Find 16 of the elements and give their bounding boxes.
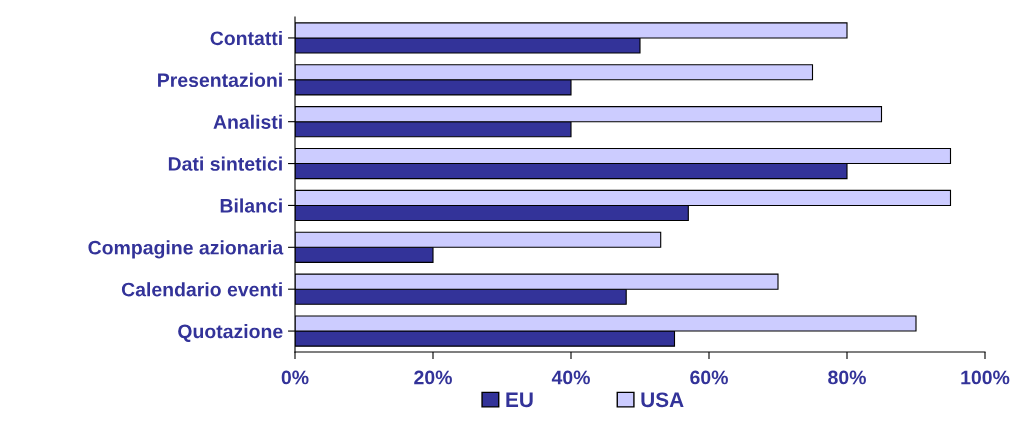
y-tick-label: Analisti (213, 114, 282, 129)
y-tick-label: Dati sintetici (168, 156, 282, 171)
y-tick-label: Calendario eventi (121, 282, 282, 297)
x-tick-label: 80% (828, 370, 866, 385)
x-tick-label: 0% (281, 370, 309, 385)
x-tick-label: 40% (551, 370, 590, 385)
x-tick-label: 20% (414, 370, 452, 385)
x-tick-label: 100% (961, 370, 1010, 385)
x-tick-label: 60% (690, 370, 728, 385)
y-tick-label: Quotazione (178, 324, 283, 342)
y-tick-label: Presentazioni (158, 72, 282, 88)
y-tick-label: Bilanci (220, 198, 282, 213)
y-tick-label: Contatti (210, 30, 282, 46)
y-tick-label: Compagine azionaria (88, 240, 284, 259)
legend-label: EU (506, 392, 533, 408)
legend-label: USA (641, 392, 684, 408)
